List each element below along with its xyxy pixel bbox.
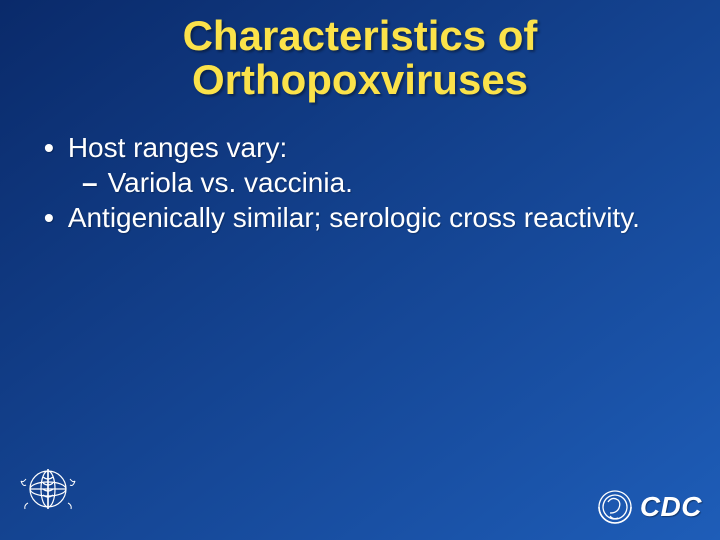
slide-body: • Host ranges vary: – Variola vs. vaccin… xyxy=(0,102,720,235)
sub-bullet-item: – Variola vs. vaccinia. xyxy=(44,165,676,200)
cdc-logo: CDC xyxy=(596,488,702,526)
bullet-item: • Host ranges vary: xyxy=(44,130,676,165)
hhs-logo-icon xyxy=(596,488,634,526)
bullet-text: Host ranges vary: xyxy=(68,130,287,165)
slide: Characteristics of Orthopoxviruses • Hos… xyxy=(0,0,720,540)
bullet-text: Antigenically similar; serologic cross r… xyxy=(68,200,640,235)
title-line-2: Orthopoxviruses xyxy=(192,56,528,103)
bullet-item: • Antigenically similar; serologic cross… xyxy=(44,200,676,235)
sub-bullet-text: Variola vs. vaccinia. xyxy=(108,165,353,200)
who-logo xyxy=(18,459,78,524)
bullet-icon: • xyxy=(44,200,54,235)
slide-title: Characteristics of Orthopoxviruses xyxy=(0,0,720,102)
cdc-logo-text: CDC xyxy=(640,491,702,523)
bullet-icon: • xyxy=(44,130,54,165)
title-line-1: Characteristics of xyxy=(183,12,538,59)
who-logo-icon xyxy=(18,459,78,519)
dash-icon: – xyxy=(82,165,98,200)
